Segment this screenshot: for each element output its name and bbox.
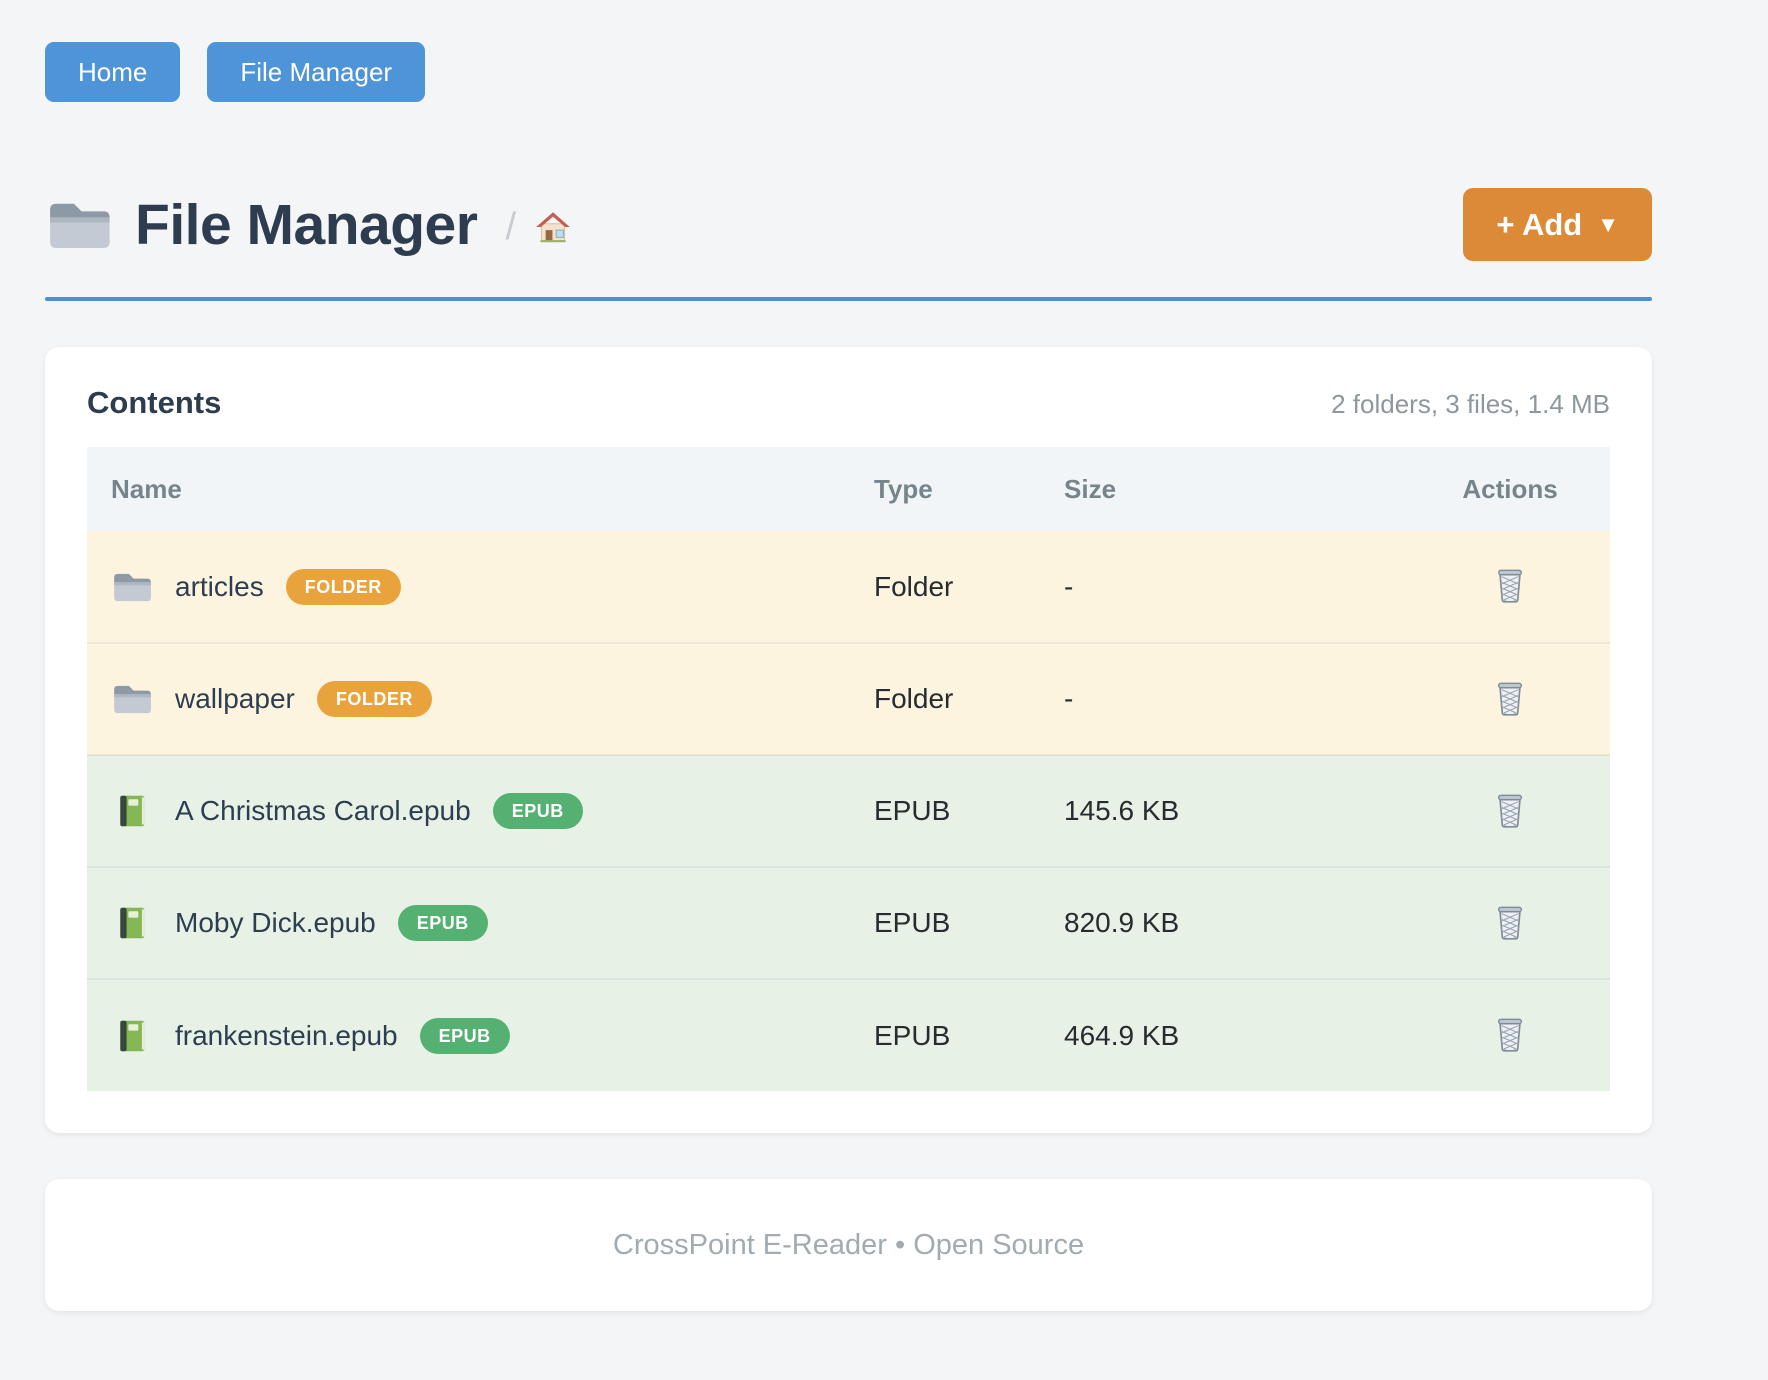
size-cell: 145.6 KB <box>1040 754 1410 867</box>
nav-file-manager-button[interactable]: File Manager <box>207 42 426 102</box>
column-header-type: Type <box>850 447 1040 531</box>
file-name[interactable]: Moby Dick.epub <box>175 907 376 938</box>
file-name[interactable]: articles <box>175 570 264 602</box>
type-badge: EPUB <box>419 1017 510 1054</box>
column-header-size: Size <box>1040 447 1410 531</box>
size-cell: 820.9 KB <box>1040 866 1410 979</box>
size-cell: - <box>1040 642 1410 755</box>
type-cell: Folder <box>874 570 954 602</box>
file-name[interactable]: frankenstein.epub <box>175 1019 398 1051</box>
type-cell: EPUB <box>850 978 1040 1091</box>
nav-home-button[interactable]: Home <box>45 42 181 102</box>
green-book-icon <box>111 1018 153 1054</box>
delete-button[interactable] <box>1489 787 1531 833</box>
wastebasket-icon <box>1493 1015 1527 1053</box>
panel-title: Contents <box>87 385 222 420</box>
type-cell: EPUB <box>850 754 1040 867</box>
delete-button[interactable] <box>1489 899 1531 945</box>
table-row: A Christmas Carol.epub EPUB EPUB 145.6 K… <box>87 754 1610 867</box>
file-name[interactable]: A Christmas Carol.epub <box>175 795 471 826</box>
wastebasket-icon <box>1493 903 1527 941</box>
folder-icon <box>111 569 153 605</box>
type-badge: FOLDER <box>316 681 432 717</box>
delete-button[interactable] <box>1489 675 1531 721</box>
wastebasket-icon <box>1493 791 1527 829</box>
size-cell: 464.9 KB <box>1040 978 1410 1091</box>
file-table: Name Type Size Actions articles FOLDER Fold… <box>87 447 1610 1091</box>
type-cell: Folder <box>850 642 1040 755</box>
table-row: frankenstein.epub EPUB EPUB 464.9 KB <box>87 978 1610 1091</box>
type-badge: FOLDER <box>285 568 401 605</box>
column-header-name: Name <box>87 447 850 531</box>
type-cell: EPUB <box>850 866 1040 979</box>
contents-summary: 2 folders, 3 files, 1.4 MB <box>1331 389 1610 419</box>
type-badge: EPUB <box>492 793 583 829</box>
add-button-label: + Add <box>1496 207 1583 242</box>
contents-panel-header: Contents 2 folders, 3 files, 1.4 MB <box>87 385 1610 421</box>
type-badge: EPUB <box>397 905 488 941</box>
table-row: wallpaper FOLDER Folder - <box>87 642 1610 755</box>
folder-icon <box>45 196 113 254</box>
size-cell: - <box>1064 570 1074 602</box>
breadcrumb-nav: Home File Manager <box>45 0 1652 102</box>
folder-icon <box>111 681 153 717</box>
table-row: Moby Dick.epub EPUB EPUB 820.9 KB <box>87 866 1610 979</box>
green-book-icon <box>111 793 153 829</box>
page: Home File Manager File Manager / + Add ▼… <box>45 0 1652 1311</box>
delete-button[interactable] <box>1489 1011 1531 1057</box>
breadcrumb-separator: / <box>505 206 516 248</box>
wastebasket-icon <box>1493 566 1527 604</box>
page-title: File Manager <box>135 192 478 257</box>
add-button[interactable]: + Add ▼ <box>1463 188 1652 261</box>
footer: CrossPoint E-Reader • Open Source <box>45 1179 1652 1311</box>
house-icon[interactable] <box>532 207 574 249</box>
file-table-wrap: Name Type Size Actions articles FOLDER Fold… <box>87 447 1610 1091</box>
table-row: articles FOLDER Folder - <box>87 531 1610 643</box>
table-header-row: Name Type Size Actions <box>87 447 1610 531</box>
delete-button[interactable] <box>1489 562 1531 608</box>
footer-text: CrossPoint E-Reader • Open Source <box>612 1228 1085 1261</box>
green-book-icon <box>111 905 153 941</box>
wastebasket-icon <box>1493 679 1527 717</box>
title-divider <box>45 297 1652 301</box>
contents-panel: Contents 2 folders, 3 files, 1.4 MB Name… <box>45 347 1652 1133</box>
page-title-group: File Manager / <box>45 192 1463 258</box>
chevron-down-icon: ▼ <box>1597 211 1619 237</box>
column-header-actions: Actions <box>1410 447 1610 531</box>
table-body: articles FOLDER Folder - wallpaper FOLDE… <box>87 531 1610 1091</box>
file-name[interactable]: wallpaper <box>175 683 295 714</box>
page-header: File Manager / + Add ▼ <box>45 188 1652 261</box>
